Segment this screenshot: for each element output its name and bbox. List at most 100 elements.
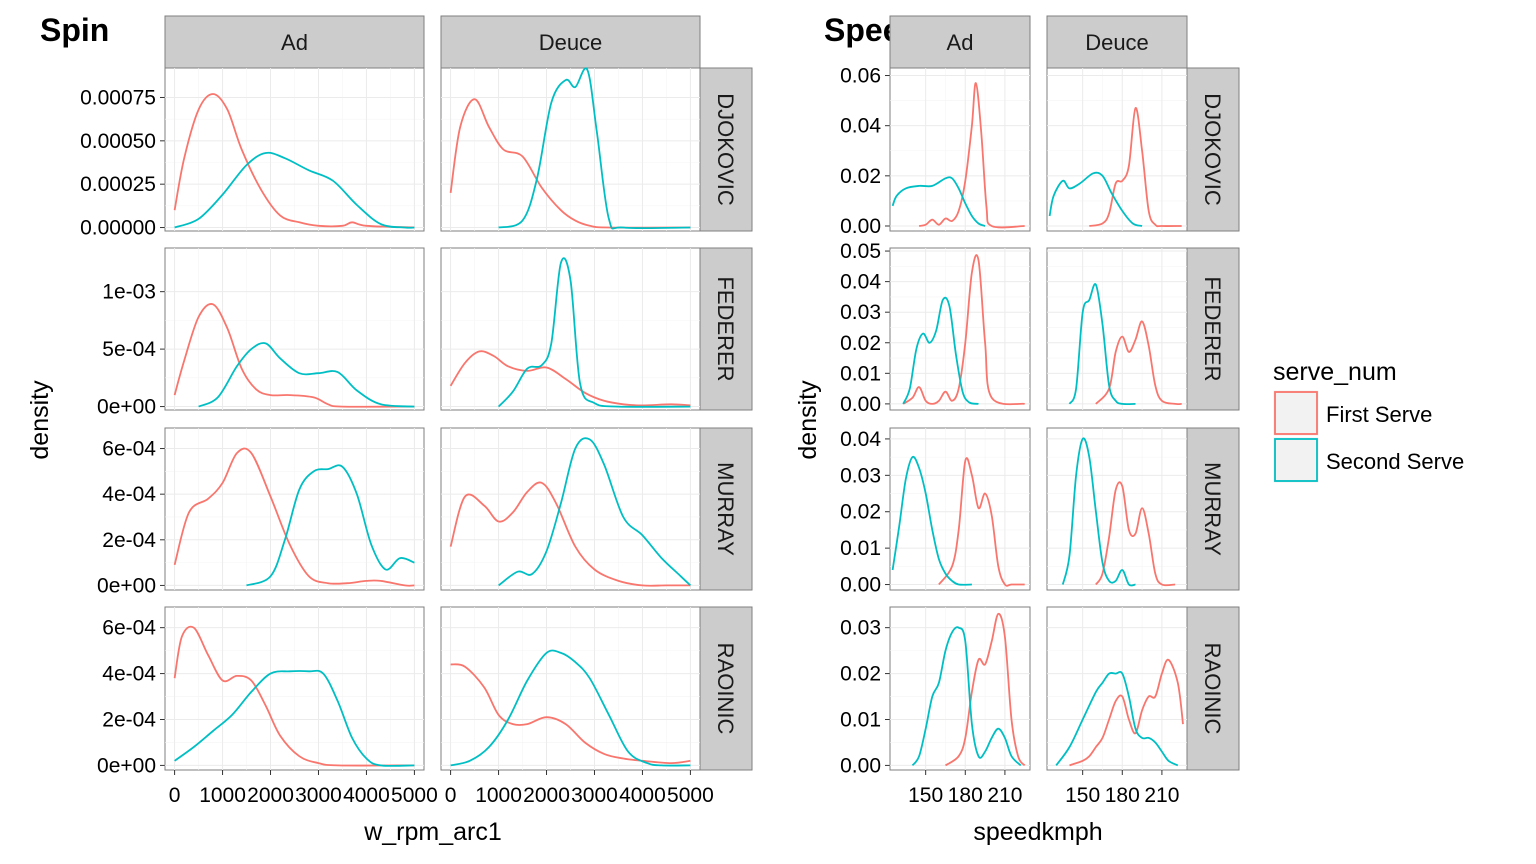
density-line-second-serve xyxy=(891,176,986,227)
facet-panel xyxy=(889,427,1031,591)
density-line-first-serve xyxy=(1095,320,1182,406)
y-tick-label: 0.02 xyxy=(840,165,881,188)
x-tick-label: 150 xyxy=(908,784,943,807)
facet-col-strip xyxy=(889,15,1031,69)
facet-row-label: FEDERER xyxy=(713,276,738,381)
y-axis-title: density xyxy=(26,380,54,460)
facet-row-label: MURRAY xyxy=(1200,462,1225,556)
density-line-second-serve xyxy=(902,296,979,405)
legend-key xyxy=(1274,391,1318,435)
y-tick-label: 0.00050 xyxy=(80,130,156,153)
density-line-second-serve xyxy=(891,455,972,586)
x-tick-label: 0 xyxy=(169,784,181,807)
facet-row-strip xyxy=(699,247,753,411)
x-tick-label: 180 xyxy=(948,784,983,807)
facet-panel xyxy=(1046,606,1188,771)
density-line-second-serve xyxy=(1068,283,1136,406)
y-tick-label: 0.02 xyxy=(840,663,881,686)
density-line-first-serve xyxy=(173,447,415,587)
density-line-second-serve xyxy=(450,649,691,767)
density-line-second-serve xyxy=(498,437,692,587)
facet-panel xyxy=(889,67,1031,232)
y-tick-label: 6e-04 xyxy=(102,617,156,640)
y-tick-label: 0.00000 xyxy=(80,217,156,240)
y-tick-label: 2e-04 xyxy=(102,708,156,731)
density-line-second-serve xyxy=(1055,671,1179,767)
facet-panel xyxy=(889,247,1031,411)
y-tick-label: 0.00025 xyxy=(80,173,156,196)
legend-label: First Serve xyxy=(1326,402,1432,427)
density-line-second-serve xyxy=(1061,437,1136,587)
legend-key xyxy=(1274,438,1318,482)
y-tick-label: 0.05 xyxy=(840,240,881,263)
y-tick-label: 0.06 xyxy=(840,65,881,88)
plot-title: Spin xyxy=(40,12,109,48)
facet-col-label: Deuce xyxy=(1085,30,1149,55)
y-tick-label: 0.03 xyxy=(840,464,881,487)
facet-row-strip xyxy=(1186,67,1240,232)
x-tick-label: 2000 xyxy=(247,784,294,807)
y-tick-label: 0.00075 xyxy=(80,86,156,109)
density-line-second-serve xyxy=(246,464,415,587)
facet-row-label: RAOINIC xyxy=(713,643,738,735)
facet-panel xyxy=(164,427,425,591)
panel-background xyxy=(1046,606,1188,771)
y-tick-label: 0.04 xyxy=(840,428,881,451)
x-tick-label: 180 xyxy=(1105,784,1140,807)
facet-panel xyxy=(440,247,701,411)
density-line-second-serve xyxy=(1048,171,1143,227)
y-tick-label: 4e-04 xyxy=(102,663,156,686)
x-tick-label: 2000 xyxy=(523,784,570,807)
facet-row-label: MURRAY xyxy=(713,462,738,556)
facet-panel xyxy=(1046,427,1188,591)
y-tick-label: 0.00 xyxy=(840,754,881,777)
x-tick-label: 150 xyxy=(1065,784,1100,807)
density-line-first-serve xyxy=(173,303,415,408)
y-axis-title: density xyxy=(794,380,822,460)
x-tick-label: 4000 xyxy=(619,784,666,807)
y-tick-label: 0.01 xyxy=(840,537,881,560)
y-tick-label: 0.00 xyxy=(840,215,881,238)
density-line-first-serve xyxy=(449,98,691,229)
y-tick-label: 0e+00 xyxy=(97,396,156,419)
density-line-second-serve xyxy=(198,342,415,408)
density-line-second-serve xyxy=(498,67,691,230)
facet-panel xyxy=(440,606,701,771)
facet-panel xyxy=(164,247,425,411)
y-tick-label: 0.01 xyxy=(840,362,881,385)
facet-row-strip xyxy=(699,67,753,232)
y-tick-label: 5e-04 xyxy=(102,338,156,361)
y-tick-label: 0.01 xyxy=(840,708,881,731)
y-tick-label: 0.04 xyxy=(840,271,881,294)
x-tick-label: 1000 xyxy=(475,784,522,807)
facet-row-label: FEDERER xyxy=(1200,276,1225,381)
y-tick-label: 0.03 xyxy=(840,617,881,640)
x-axis-title: w_rpm_arc1 xyxy=(363,818,502,846)
facet-panel xyxy=(1046,247,1188,411)
y-tick-label: 6e-04 xyxy=(102,438,156,461)
y-tick-label: 0.03 xyxy=(840,301,881,324)
x-axis-title: speedkmph xyxy=(973,818,1102,846)
facet-col-label: Ad xyxy=(947,30,974,55)
facet-col-strip xyxy=(1046,15,1188,69)
density-line-first-serve xyxy=(173,625,415,767)
y-tick-label: 0e+00 xyxy=(97,574,156,597)
panel-background xyxy=(1046,67,1188,232)
y-tick-label: 0e+00 xyxy=(97,754,156,777)
facet-col-strip xyxy=(440,15,701,69)
facet-col-label: Deuce xyxy=(539,30,603,55)
x-tick-label: 1000 xyxy=(199,784,246,807)
y-tick-label: 4e-04 xyxy=(102,483,156,506)
x-tick-label: 210 xyxy=(987,784,1022,807)
x-tick-label: 3000 xyxy=(295,784,342,807)
panel-background xyxy=(1046,427,1188,591)
panel-background xyxy=(1046,247,1188,411)
density-line-first-serve xyxy=(1069,658,1184,767)
facet-row-strip xyxy=(1186,606,1240,771)
x-tick-label: 0 xyxy=(445,784,457,807)
facet-row-label: RAOINIC xyxy=(1200,643,1225,735)
facet-row-label: DJOKOVIC xyxy=(713,93,738,206)
facet-row-strip xyxy=(1186,247,1240,411)
density-line-second-serve xyxy=(174,669,415,767)
